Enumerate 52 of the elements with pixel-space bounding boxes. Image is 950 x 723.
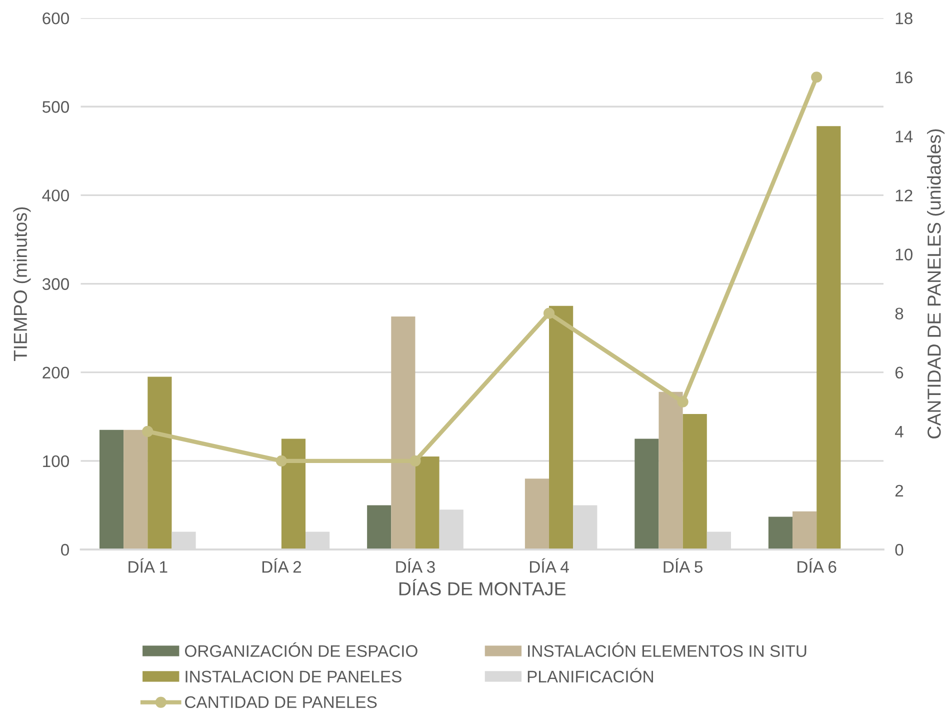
y2-tick-label: 12	[896, 190, 912, 202]
point	[543, 308, 555, 319]
x-axis-title: DÍAS DE MONTAJE	[399, 579, 566, 596]
legend-label: INSTALACION DE PANELES	[186, 670, 402, 683]
bar	[792, 511, 817, 550]
y2-axis-title: CANTIDAD DE PANELES (unidades)	[927, 129, 945, 438]
y-tick-label: 600	[42, 12, 69, 24]
bar	[524, 478, 550, 550]
y2-tick-label: 18	[896, 12, 912, 24]
y-tick-label: 300	[42, 278, 69, 290]
y-tick-label: 200	[42, 366, 69, 379]
bar	[415, 456, 440, 550]
point	[811, 72, 822, 83]
y2-tick-label: 14	[896, 130, 913, 142]
legend-label: CANTIDAD DE PANELES	[185, 696, 377, 708]
bar	[124, 430, 148, 550]
y2-tick-label: 0	[895, 544, 904, 556]
bar	[367, 505, 392, 550]
bar	[768, 516, 793, 550]
y2-tick-label: 6	[895, 366, 904, 379]
bar	[391, 316, 416, 550]
y-axis-title: TIEMPO (minutos)	[13, 207, 31, 361]
x-tick-label: DÍA 2	[262, 558, 301, 573]
bar	[99, 430, 124, 550]
y-tick-label: 100	[43, 455, 69, 468]
x-tick-label: DÍA 4	[530, 558, 569, 573]
y-tick-label: 500	[42, 101, 69, 113]
bar	[682, 414, 707, 550]
bar	[549, 306, 574, 550]
bar	[148, 376, 172, 550]
bar	[658, 392, 683, 550]
bar	[281, 438, 306, 550]
point	[142, 426, 154, 437]
y2-tick-label: 2	[895, 484, 904, 496]
x-tick-label: DÍA 6	[798, 558, 836, 573]
x-tick-label: DÍA 3	[396, 558, 435, 573]
legend-label: INSTALACIÓN ELEMENTOS IN SITU	[528, 642, 806, 657]
y2-tick-label: 10	[896, 248, 912, 260]
point	[276, 455, 287, 466]
y-tick-label: 0	[61, 544, 69, 556]
y-tick-label: 400	[42, 190, 69, 202]
point	[677, 396, 688, 408]
x-tick-label: DÍA 1	[128, 558, 168, 573]
y2-tick-label: 4	[894, 426, 904, 438]
y2-tick-label: 16	[896, 72, 912, 84]
legend-label: PLANIFICACIÓN	[528, 668, 653, 683]
y2-tick-label: 8	[895, 308, 904, 320]
bar	[634, 438, 659, 550]
bar	[816, 126, 841, 550]
point	[410, 455, 421, 466]
x-tick-label: DÍA 5	[664, 558, 702, 573]
legend-label: ORGANIZACIÓN DE ESPACIO	[184, 642, 418, 657]
